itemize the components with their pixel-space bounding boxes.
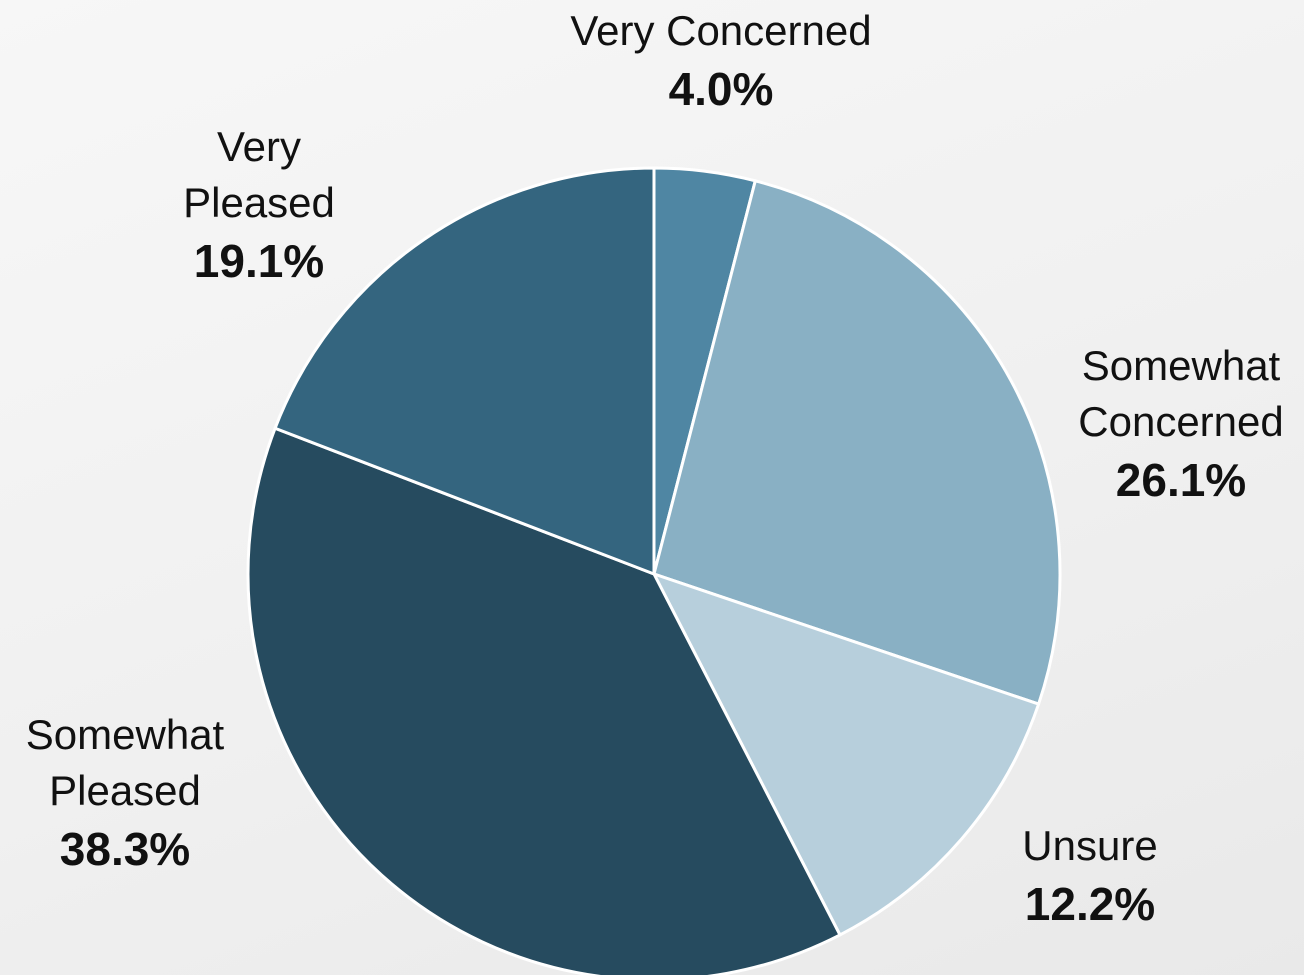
label-somewhat-pleased-line1: Somewhat (25, 711, 225, 758)
pie-slice-somewhat-pleased (246, 426, 842, 975)
label-very-pleased-value: 19.1% (193, 235, 325, 287)
label-unsure-name: Unsure (1022, 822, 1158, 869)
label-somewhat-concerned-value: 26.1% (1115, 454, 1247, 506)
label-very-concerned: Very Concerned 4.0% (570, 3, 871, 119)
label-somewhat-pleased: Somewhat Pleased 38.3% (26, 707, 224, 879)
pie-slice-unsure (652, 572, 1041, 937)
label-very-concerned-name: Very Concerned (570, 7, 872, 54)
label-very-pleased-line1: Very (216, 123, 302, 170)
label-somewhat-pleased-value: 38.3% (59, 823, 191, 875)
label-very-pleased: Very Pleased 19.1% (183, 119, 335, 291)
label-somewhat-concerned-line1: Somewhat (1081, 342, 1281, 389)
label-very-concerned-value: 4.0% (668, 63, 774, 115)
label-somewhat-concerned-line2: Concerned (1078, 398, 1284, 445)
label-somewhat-pleased-line2: Pleased (49, 767, 201, 814)
label-unsure-value: 12.2% (1024, 878, 1156, 930)
label-unsure: Unsure 12.2% (1022, 818, 1157, 934)
label-very-pleased-line2: Pleased (183, 179, 335, 226)
pie-slice-somewhat-concerned (652, 179, 1062, 706)
label-somewhat-concerned: Somewhat Concerned 26.1% (1078, 338, 1283, 510)
pie-slice-very-pleased (273, 166, 656, 576)
